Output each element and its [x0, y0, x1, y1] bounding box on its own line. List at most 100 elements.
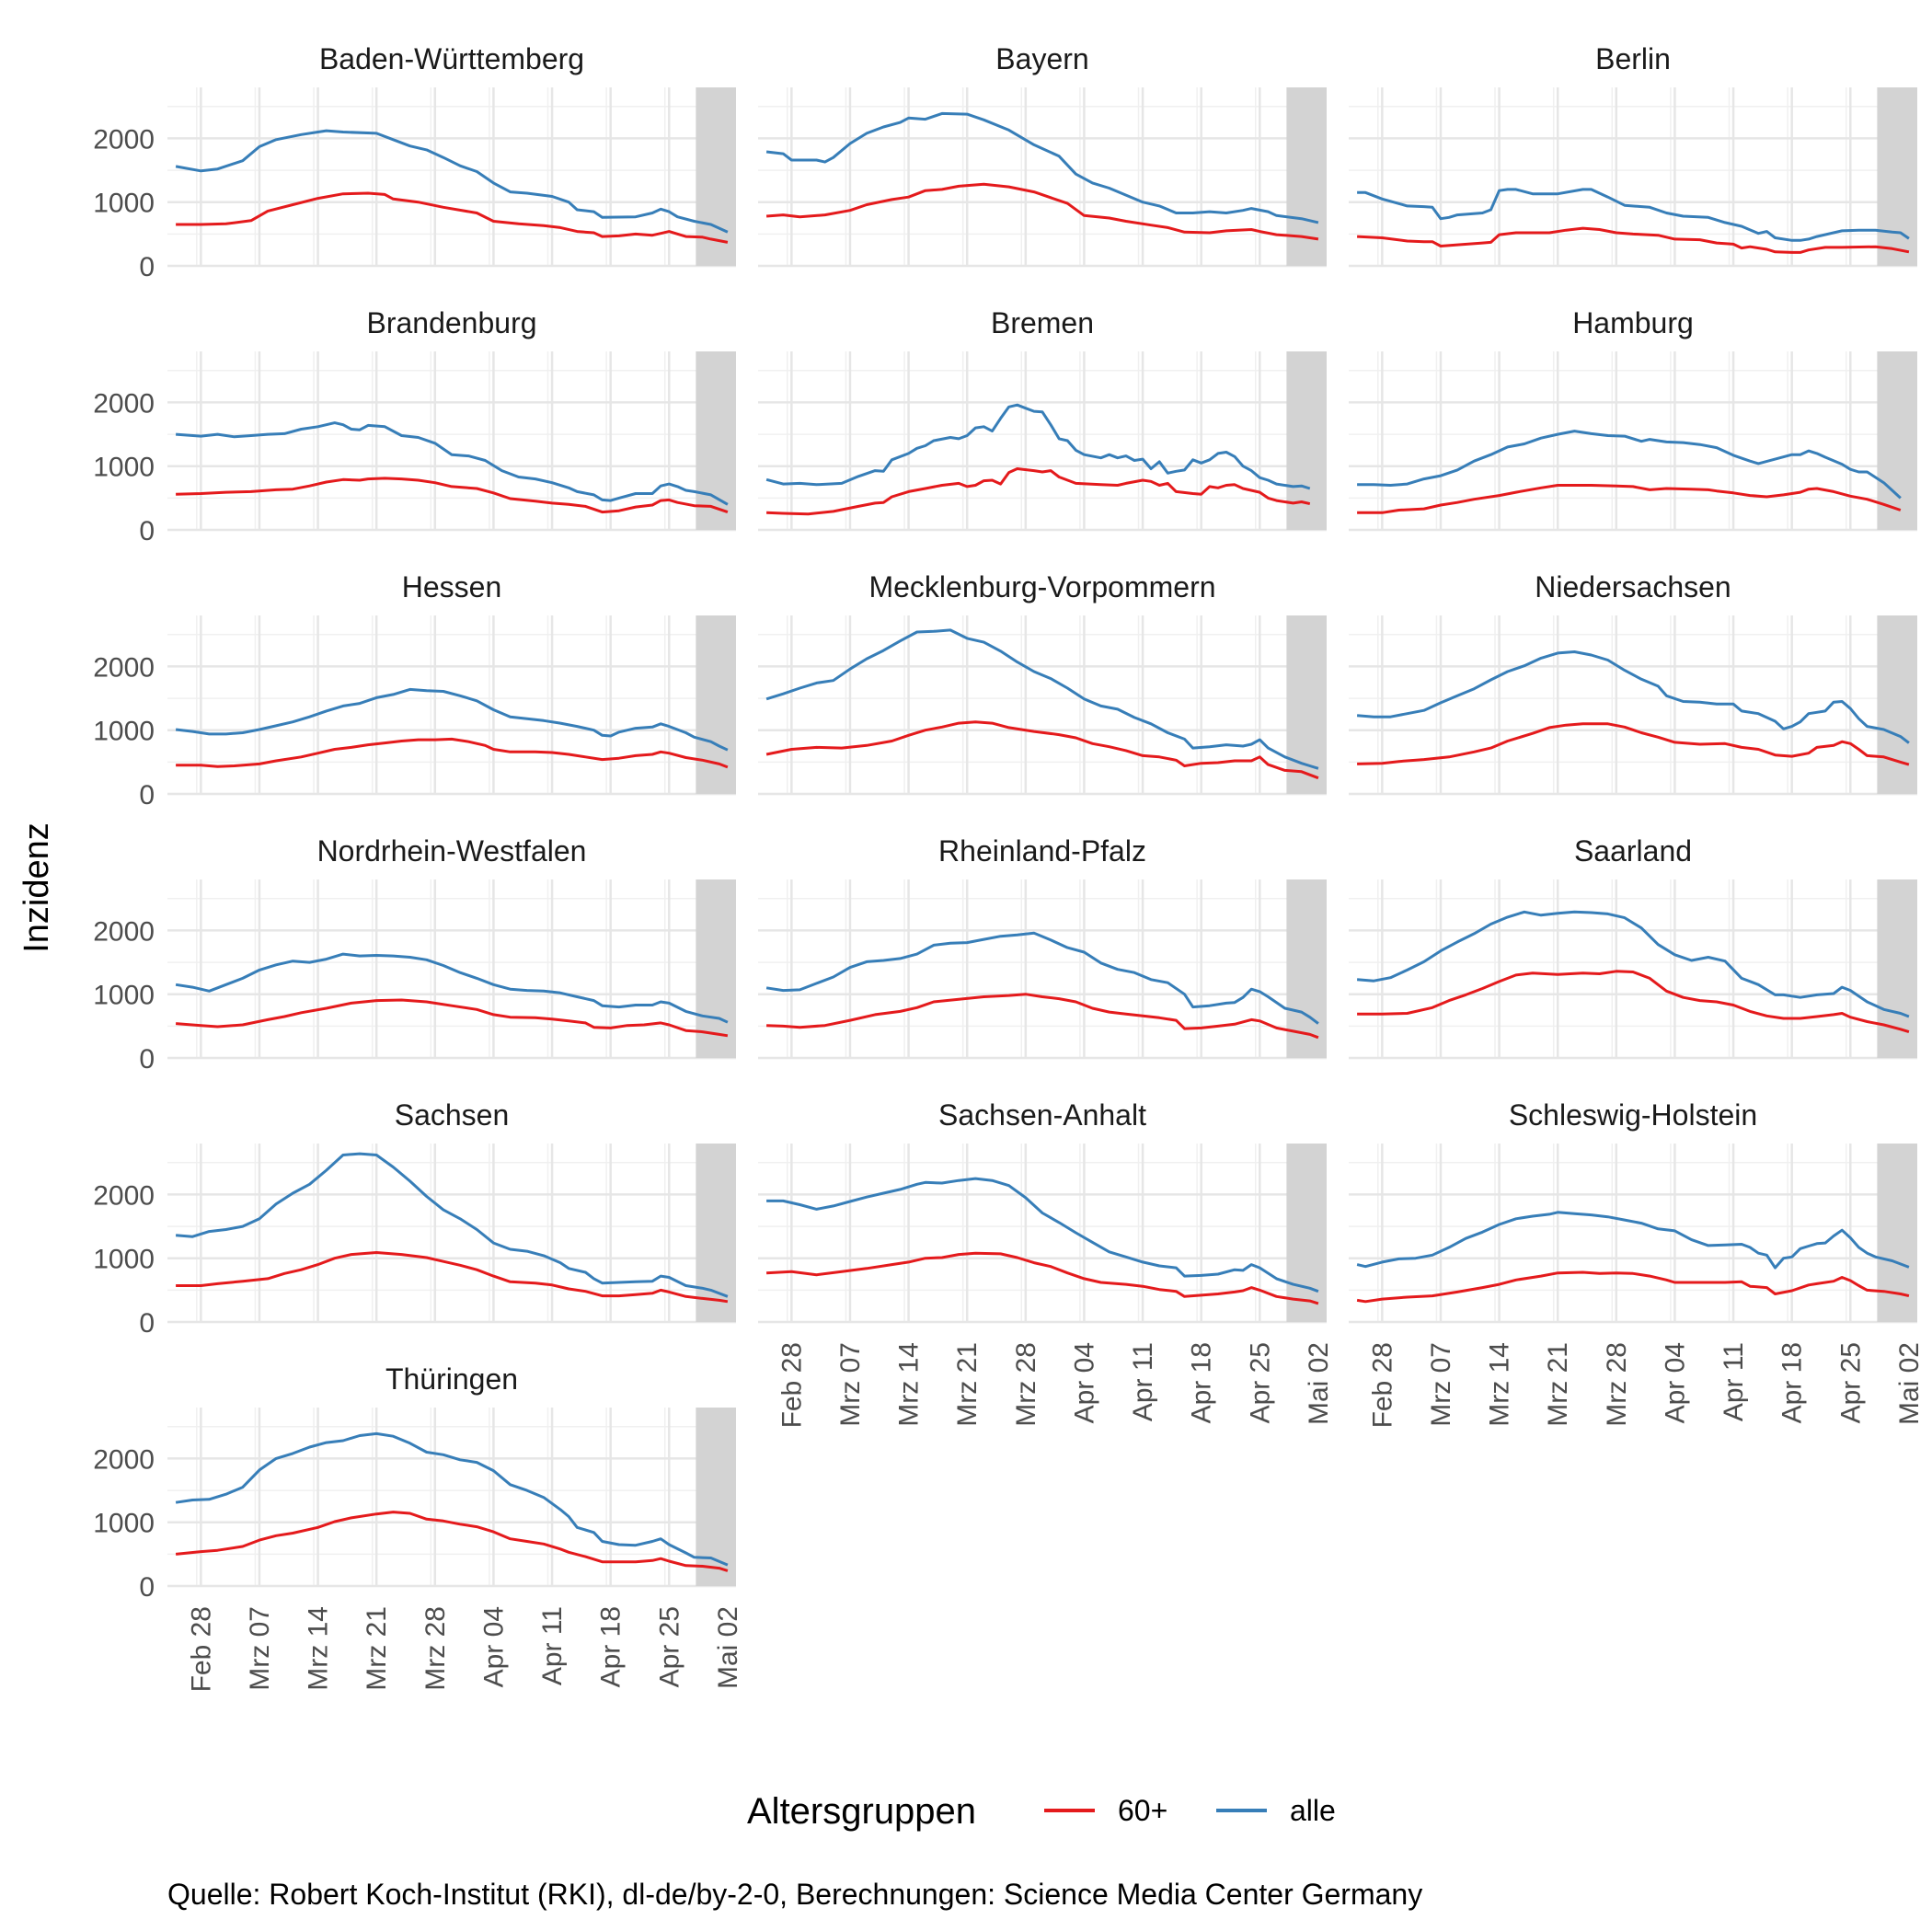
series-line-60plus	[766, 1251, 1319, 1305]
x-tick-label: Mrz 21	[952, 1342, 983, 1427]
series-line-60plus	[1357, 484, 1902, 514]
series-line-alle	[1357, 188, 1910, 242]
shaded-range	[1877, 87, 1917, 266]
shaded-range	[1286, 615, 1327, 794]
facet-panels: Baden-Württemberg 0 1000 2000 Bayern Berlin Br…	[93, 42, 1925, 1692]
y-tick-label: 1000	[93, 453, 155, 483]
shaded-range	[1286, 87, 1327, 266]
series-line-alle	[175, 421, 729, 506]
panel-bayern: Bayern	[758, 42, 1327, 268]
x-tick-label: Mai 02	[1894, 1342, 1925, 1425]
panel-title: Thüringen	[385, 1362, 518, 1396]
panel-sachsen-anhalt: Sachsen-Anhalt Feb 28 Mrz 07 Mrz 14 Mrz 21 Mr…	[758, 1098, 1334, 1428]
x-tick-label: Apr 04	[1069, 1342, 1099, 1423]
x-tick-label: Mrz 14	[304, 1606, 334, 1691]
shaded-range	[1286, 879, 1327, 1058]
panel-title: Hessen	[402, 570, 502, 603]
y-tick-label: 2000	[93, 1444, 155, 1475]
shaded-range	[696, 1144, 736, 1322]
x-tick-label: Mrz 14	[1485, 1342, 1515, 1427]
series-line-alle	[175, 687, 729, 752]
panel-saarland: Saarland	[1349, 834, 1917, 1060]
panel-baden-wuerttemberg: Baden-Württemberg 0 1000 2000	[93, 42, 736, 282]
y-tick-label: 1000	[93, 981, 155, 1011]
x-tick-label: Apr 25	[1835, 1342, 1866, 1423]
series-line-alle	[175, 1431, 729, 1567]
panel-bremen: Bremen	[758, 306, 1327, 532]
panel-sachsen: Sachsen 0 1000 2000	[93, 1098, 736, 1339]
x-tick-label: Mrz 07	[835, 1342, 866, 1427]
x-tick-label: Apr 18	[596, 1606, 627, 1687]
series-line-60plus	[765, 720, 1319, 780]
y-tick-label: 0	[139, 516, 155, 546]
x-tick-label: Mrz 21	[1543, 1342, 1573, 1427]
shaded-range	[1877, 351, 1917, 530]
series-line-60plus	[765, 182, 1319, 241]
x-tick-label: Apr 04	[478, 1606, 509, 1687]
panel-berlin: Berlin	[1349, 42, 1917, 268]
x-tick-label: Mrz 07	[245, 1606, 275, 1691]
x-tick-label: Apr 18	[1777, 1342, 1808, 1423]
x-tick-label: Mrz 21	[362, 1606, 392, 1691]
panel-rheinland-pfalz: Rheinland-Pfalz	[758, 834, 1327, 1060]
panel-thueringen: Thüringen 0 1000 2000 Feb 28 Mrz 07 Mrz 14 Mrz …	[93, 1362, 743, 1692]
shaded-range	[696, 615, 736, 794]
x-tick-label: Apr 25	[654, 1606, 684, 1687]
series-line-alle	[766, 1177, 1319, 1293]
series-line-alle	[765, 111, 1319, 224]
shaded-range	[696, 351, 736, 530]
panel-title: Baden-Württemberg	[319, 42, 584, 75]
series-line-60plus	[176, 1251, 729, 1304]
series-line-60plus	[176, 477, 729, 514]
y-tick-label: 1000	[93, 1245, 155, 1275]
panel-hamburg: Hamburg	[1349, 306, 1917, 532]
x-tick-label: Feb 28	[1367, 1342, 1397, 1428]
y-tick-label: 2000	[93, 916, 155, 947]
shaded-range	[696, 879, 736, 1058]
panel-title: Bayern	[995, 42, 1088, 75]
panel-title: Hamburg	[1572, 306, 1694, 339]
x-tick-label: Apr 11	[537, 1606, 568, 1685]
y-tick-label: 2000	[93, 1180, 155, 1211]
y-tick-label: 2000	[93, 388, 155, 419]
x-tick-label: Mai 02	[713, 1606, 743, 1689]
panel-title: Brandenburg	[366, 306, 536, 339]
panel-hessen: Hessen 0 1000 2000	[93, 570, 736, 810]
series-line-alle	[1357, 430, 1902, 500]
x-tick-label: Mrz 07	[1426, 1342, 1456, 1427]
y-tick-label: 1000	[93, 189, 155, 219]
series-line-alle	[175, 952, 729, 1024]
x-tick-label: Apr 11	[1128, 1342, 1158, 1421]
series-line-60plus	[175, 998, 729, 1038]
x-tick-label: Mrz 14	[894, 1342, 925, 1427]
series-line-alle	[765, 628, 1319, 770]
series-line-60plus	[766, 993, 1319, 1040]
y-tick-label: 1000	[93, 717, 155, 747]
legend-label-60plus: 60+	[1118, 1794, 1167, 1827]
y-axis-label: Inzidenz	[17, 822, 56, 953]
series-line-60plus	[175, 1511, 729, 1572]
series-line-60plus	[1357, 970, 1910, 1034]
x-tick-label: Apr 25	[1245, 1342, 1275, 1423]
y-tick-label: 0	[139, 780, 155, 810]
panel-title: Nordrhein-Westfalen	[317, 834, 587, 868]
shaded-range	[1877, 1144, 1917, 1322]
panel-mecklenburg-vorpommern: Mecklenburg-Vorpommern	[758, 570, 1327, 796]
y-tick-label: 0	[139, 252, 155, 282]
x-tick-label: Apr 18	[1187, 1342, 1217, 1423]
panel-brandenburg: Brandenburg 0 1000 2000	[93, 306, 736, 546]
panel-title: Schleswig-Holstein	[1509, 1098, 1757, 1132]
panel-title: Bremen	[991, 306, 1094, 339]
legend-label-alle: alle	[1290, 1794, 1336, 1827]
x-tick-label: Mai 02	[1304, 1342, 1334, 1425]
series-line-alle	[765, 931, 1319, 1025]
series-line-alle	[175, 129, 729, 234]
y-tick-label: 0	[139, 1044, 155, 1075]
panel-niedersachsen: Niedersachsen	[1349, 570, 1917, 796]
panel-title: Sachsen-Anhalt	[938, 1098, 1146, 1132]
series-line-alle	[765, 403, 1311, 490]
series-line-alle	[1356, 910, 1910, 1018]
x-tick-label: Mrz 28	[1602, 1342, 1632, 1427]
series-line-60plus	[1357, 722, 1910, 766]
